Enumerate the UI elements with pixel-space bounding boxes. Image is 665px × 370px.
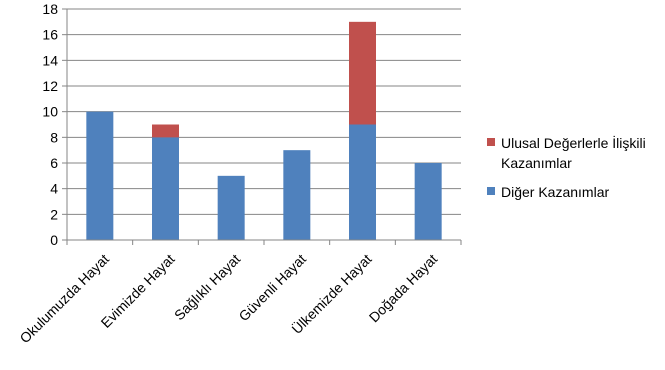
x-tick-label: Sağlıklı Hayat <box>171 251 243 323</box>
x-tick-label: Güvenli Hayat <box>235 251 309 325</box>
bar-segment <box>217 175 245 240</box>
bar-segment <box>414 163 442 240</box>
legend-item-ulusal: Ulusal Değerlerle İlişkili Kazanımlar <box>487 133 665 173</box>
x-tick-label: Okulumuzda Hayat <box>16 251 112 347</box>
bar-segment <box>86 111 114 241</box>
legend-item-diger: Diğer Kazanımlar <box>487 182 665 202</box>
y-tick-label: 0 <box>50 232 58 248</box>
y-tick-label: 18 <box>42 1 58 17</box>
y-tick-label: 8 <box>50 129 58 145</box>
y-tick-label: 12 <box>42 78 58 94</box>
bar-segment <box>283 150 311 240</box>
y-tick-label: 14 <box>42 52 58 68</box>
y-tick-label: 2 <box>50 206 58 222</box>
legend-label-ulusal: Ulusal Değerlerle İlişkili Kazanımlar <box>501 135 646 171</box>
legend: Ulusal Değerlerle İlişkili Kazanımlar Di… <box>487 133 665 202</box>
y-tick-label: 16 <box>42 27 58 43</box>
bar-segment <box>349 21 376 125</box>
bar-segment <box>349 124 376 240</box>
bar-segment <box>152 137 179 240</box>
y-tick-label: 10 <box>42 104 58 120</box>
x-tick-label: Doğada Hayat <box>366 251 441 326</box>
legend-swatch-diger <box>487 187 495 195</box>
legend-swatch-ulusal <box>487 138 495 146</box>
y-tick-label: 6 <box>50 155 58 171</box>
legend-label-diger: Diğer Kazanımlar <box>501 184 610 200</box>
y-tick-label: 4 <box>50 181 58 197</box>
bar-segment <box>152 124 179 138</box>
